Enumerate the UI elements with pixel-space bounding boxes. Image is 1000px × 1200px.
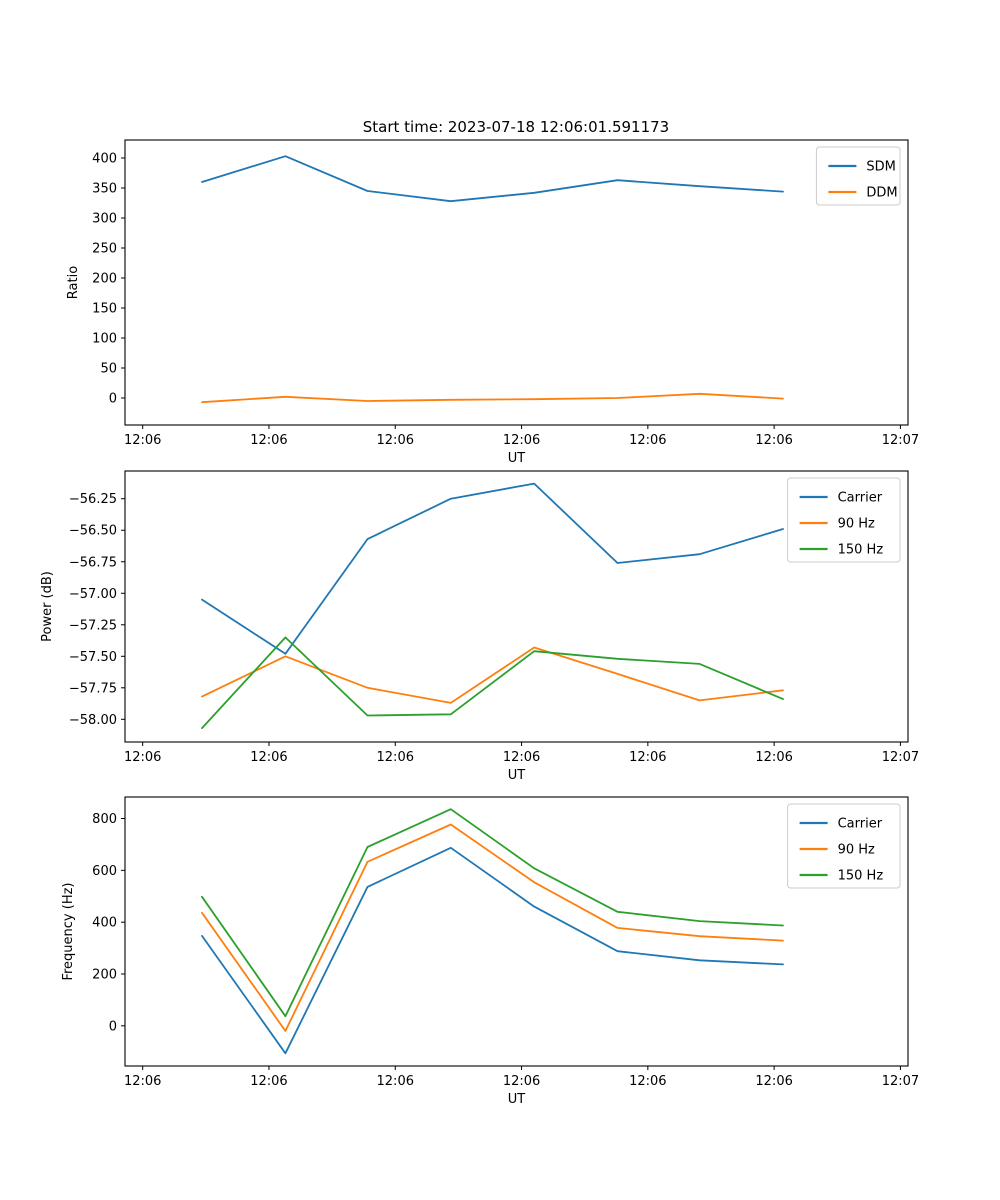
x-tick-label: 12:06 [629, 750, 666, 765]
figure-title: Start time: 2023-07-18 12:06:01.591173 [362, 118, 670, 136]
x-tick-label: 12:07 [882, 433, 919, 448]
x-tick-label: 12:06 [503, 433, 540, 448]
x-axis-label: UT [508, 451, 526, 466]
series-line-sdm [201, 155, 784, 203]
y-tick-label: 600 [92, 864, 117, 879]
y-tick-label: −57.75 [69, 681, 117, 696]
y-tick-label: 350 [92, 182, 117, 197]
x-tick-label: 12:06 [755, 750, 792, 765]
y-tick-label: 0 [109, 1019, 117, 1034]
x-tick-label: 12:07 [882, 1074, 919, 1089]
y-tick-label: 250 [92, 242, 117, 257]
x-tick-label: 12:06 [250, 750, 287, 765]
y-axis-label: Power (dB) [40, 571, 55, 642]
x-axis-label: UT [508, 1092, 526, 1107]
legend-label: DDM [866, 186, 897, 201]
y-tick-label: 200 [92, 272, 117, 287]
legend-label: 150 Hz [838, 543, 884, 558]
x-tick-label: 12:06 [503, 1074, 540, 1089]
axes-frame [124, 796, 909, 1067]
x-tick-label: 12:06 [250, 433, 287, 448]
y-tick-label: −56.75 [69, 555, 117, 570]
y-tick-label: 50 [100, 362, 117, 377]
y-tick-label: 400 [92, 916, 117, 931]
axes-frame [124, 470, 909, 743]
y-tick-label: 100 [92, 332, 117, 347]
series-line-carrier [201, 846, 784, 1055]
legend-label: 150 Hz [838, 869, 884, 884]
y-tick-label: 150 [92, 302, 117, 317]
axes-frame [124, 139, 909, 426]
x-tick-label: 12:06 [629, 433, 666, 448]
legend-label: 90 Hz [838, 517, 875, 532]
x-tick-label: 12:06 [377, 1074, 414, 1089]
x-tick-label: 12:06 [124, 750, 161, 765]
legend-box [787, 803, 901, 889]
y-tick-label: 300 [92, 212, 117, 227]
y-tick-label: 0 [109, 392, 117, 407]
x-tick-label: 12:06 [755, 1074, 792, 1089]
series-line-150-hz [201, 636, 784, 729]
y-tick-label: −56.25 [69, 492, 117, 507]
x-tick-label: 12:06 [377, 433, 414, 448]
x-tick-label: 12:06 [250, 1074, 287, 1089]
y-tick-label: −57.50 [69, 650, 117, 665]
y-tick-label: −56.50 [69, 524, 117, 539]
series-line-90-hz [201, 823, 784, 1032]
series-line-carrier [201, 482, 784, 655]
legend-label: 90 Hz [838, 843, 875, 858]
x-tick-label: 12:06 [629, 1074, 666, 1089]
y-axis-label: Ratio [66, 266, 81, 299]
series-line-ddm [201, 392, 784, 404]
x-tick-label: 12:06 [124, 433, 161, 448]
x-tick-label: 12:06 [755, 433, 792, 448]
y-tick-label: 400 [92, 152, 117, 167]
legend-label: Carrier [838, 817, 883, 832]
y-tick-label: 200 [92, 968, 117, 983]
series-line-90-hz [201, 646, 784, 704]
x-tick-label: 12:06 [377, 750, 414, 765]
x-tick-label: 12:07 [882, 750, 919, 765]
y-tick-label: 800 [92, 812, 117, 827]
x-axis-label: UT [508, 768, 526, 783]
legend-label: SDM [866, 160, 895, 175]
series-line-150-hz [201, 808, 784, 1018]
y-tick-label: −57.25 [69, 618, 117, 633]
y-tick-label: −57.00 [69, 587, 117, 602]
legend-box [815, 146, 901, 206]
legend-box [787, 477, 901, 563]
y-axis-label: Frequency (Hz) [61, 882, 76, 980]
x-tick-label: 12:06 [503, 750, 540, 765]
y-tick-label: −58.00 [69, 713, 117, 728]
legend-label: Carrier [838, 491, 883, 506]
x-tick-label: 12:06 [124, 1074, 161, 1089]
